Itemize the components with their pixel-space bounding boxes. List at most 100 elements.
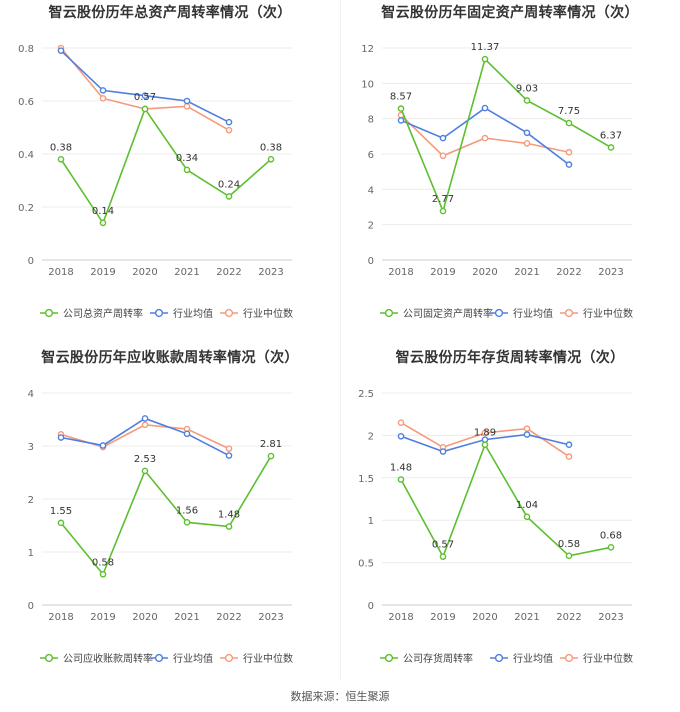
data-point <box>439 134 447 142</box>
chart-title: 智云股份历年总资产周转率情况（次） <box>48 5 292 21</box>
data-point <box>99 95 107 102</box>
data-point <box>523 425 531 432</box>
y-tick-label: 3 <box>28 442 34 453</box>
data-point <box>183 97 191 105</box>
data-label: 1.48 <box>218 510 240 521</box>
y-tick-label: 12 <box>361 44 374 55</box>
x-tick-label: 2023 <box>258 267 283 278</box>
data-label: 0.57 <box>432 540 454 551</box>
data-point <box>57 434 65 441</box>
legend-marker <box>44 653 54 663</box>
y-tick-label: 2 <box>28 495 34 506</box>
y-tick-label: 1 <box>28 548 34 559</box>
y-tick-label: 0.4 <box>18 150 34 161</box>
x-tick-label: 2018 <box>388 612 413 623</box>
x-tick-label: 2023 <box>258 612 283 623</box>
legend-label: 行业中位数 <box>243 652 293 665</box>
x-tick-label: 2019 <box>430 612 455 623</box>
data-point <box>565 148 573 156</box>
legend-marker <box>564 653 574 663</box>
chart-panel-inventory: 智云股份历年存货周转率情况（次） 0 0.5 1 1.5 2 2.5 2018 2019 202… <box>340 345 680 690</box>
y-tick-label: 0 <box>368 256 374 267</box>
x-tick-label: 2020 <box>472 612 497 623</box>
data-point <box>267 452 275 460</box>
y-tick-label: 0.6 <box>18 97 34 108</box>
data-label: 11.37 <box>471 42 500 53</box>
data-point <box>397 432 405 440</box>
legend-marker <box>224 653 234 663</box>
y-tick-label: 0.2 <box>18 203 34 214</box>
series-line <box>400 442 612 559</box>
data-label: 0.38 <box>260 142 282 153</box>
data-point <box>523 431 531 438</box>
data-point <box>481 55 489 63</box>
data-point <box>565 552 573 560</box>
data-label: 6.37 <box>600 130 622 141</box>
data-point <box>267 155 275 163</box>
data-point <box>565 119 573 127</box>
chart-svg: 0 2 4 6 8 10 12 2018 2019 2020 2021 2022 2023 8.57 2.7… <box>361 42 633 320</box>
y-tick-label: 2 <box>368 431 374 442</box>
data-label: 0.34 <box>176 153 198 164</box>
data-point <box>523 97 531 104</box>
data-label: 0.38 <box>50 142 72 153</box>
series-line <box>60 423 230 450</box>
legend-label: 公司总资产周转率 <box>63 307 143 320</box>
data-point <box>225 126 233 134</box>
y-tick-label: 1 <box>368 516 374 527</box>
data-label: 1.04 <box>516 500 538 511</box>
x-tick-label: 2018 <box>388 267 413 278</box>
data-point <box>523 513 531 521</box>
series-line <box>60 47 230 131</box>
data-point <box>439 207 447 215</box>
data-label: 0.14 <box>92 206 114 217</box>
x-tick-label: 2018 <box>48 267 73 278</box>
data-point <box>99 570 107 578</box>
legend-label: 行业中位数 <box>243 307 293 320</box>
y-tick-label: 10 <box>361 79 374 90</box>
legend-marker <box>384 308 394 318</box>
data-point <box>183 166 191 174</box>
data-point <box>481 429 489 437</box>
chart-title: 智云股份历年应收账款周转率情况（次） <box>41 350 299 366</box>
data-point <box>57 47 65 54</box>
y-tick-label: 4 <box>368 185 374 196</box>
x-tick-label: 2020 <box>132 267 157 278</box>
data-label: 0.58 <box>92 557 114 568</box>
x-tick-label: 2021 <box>514 267 539 278</box>
y-tick-label: 0 <box>368 601 374 612</box>
legend-label: 行业均值 <box>513 652 553 665</box>
data-point <box>607 544 615 551</box>
chart-panel-total-assets: 智云股份历年总资产周转率情况（次） 0 0.2 0.4 0.6 0.8 2018 2019 2… <box>0 0 340 345</box>
data-point <box>141 467 149 475</box>
y-tick-label: 2.5 <box>358 389 374 400</box>
y-tick-label: 8 <box>368 115 374 126</box>
chart-title: 智云股份历年存货周转率情况（次） <box>395 350 625 366</box>
legend-marker <box>154 653 164 663</box>
data-point <box>523 129 531 137</box>
data-point <box>57 519 65 527</box>
data-point <box>57 155 65 163</box>
legend-label: 行业中位数 <box>583 307 633 320</box>
series-line <box>60 107 272 225</box>
y-tick-label: 2 <box>368 221 374 232</box>
data-point <box>99 87 107 94</box>
chart-svg: 0 1 2 3 4 2018 2019 2020 2021 2022 2023 1.55 0.58 2.5… <box>28 389 293 665</box>
data-point <box>225 452 233 459</box>
data-label: 0.57 <box>134 92 156 103</box>
x-tick-label: 2019 <box>90 612 115 623</box>
data-point <box>225 118 233 126</box>
data-point <box>141 105 149 113</box>
data-point <box>141 415 149 422</box>
panel-divider <box>340 0 341 680</box>
x-tick-label: 2019 <box>430 267 455 278</box>
data-point <box>183 430 191 438</box>
x-tick-label: 2020 <box>132 612 157 623</box>
legend-label: 行业中位数 <box>583 652 633 665</box>
data-point <box>481 441 489 449</box>
x-tick-label: 2019 <box>90 267 115 278</box>
data-point <box>183 519 191 526</box>
data-point <box>439 448 447 455</box>
x-tick-label: 2021 <box>514 612 539 623</box>
x-tick-label: 2023 <box>598 612 623 623</box>
